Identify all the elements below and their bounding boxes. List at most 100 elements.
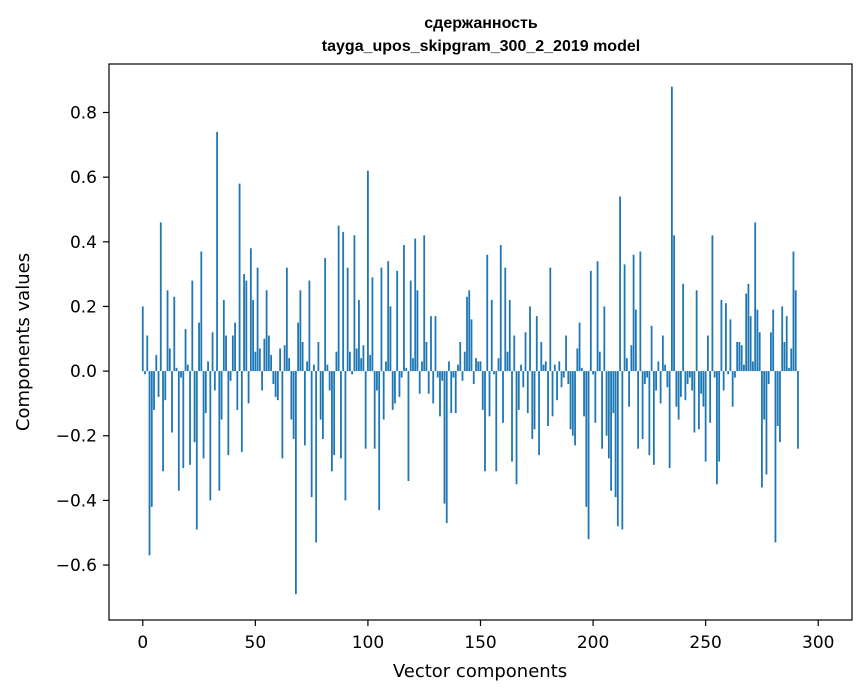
- bar: [502, 371, 504, 423]
- bar: [200, 251, 203, 372]
- bar: [344, 371, 347, 501]
- bar: [634, 309, 637, 372]
- bar: [288, 358, 291, 372]
- bar: [655, 371, 658, 391]
- bar: [443, 371, 446, 504]
- bar: [364, 371, 367, 449]
- bar: [698, 371, 700, 430]
- bar: [749, 316, 752, 372]
- x-tick-label: 250: [689, 633, 721, 653]
- bar: [207, 361, 209, 372]
- bar: [335, 351, 338, 372]
- bar: [754, 222, 757, 372]
- bar: [700, 371, 703, 394]
- bar: [274, 371, 277, 397]
- bar: [448, 361, 450, 372]
- bar: [540, 342, 543, 372]
- bar: [371, 277, 374, 372]
- bar: [180, 371, 182, 378]
- bar: [362, 345, 365, 372]
- bar: [193, 371, 196, 443]
- bar: [267, 335, 270, 372]
- x-axis: 0 50 100 150 200 250 300: [137, 620, 834, 653]
- bar: [583, 371, 585, 417]
- bar: [621, 371, 624, 530]
- bar: [682, 283, 685, 372]
- bar: [513, 335, 516, 372]
- chart-title: сдержанность: [424, 15, 538, 32]
- bar: [688, 371, 691, 378]
- bar: [360, 358, 363, 372]
- bar: [292, 371, 295, 439]
- bar: [650, 325, 653, 372]
- bar: [385, 361, 387, 372]
- bar: [306, 361, 309, 372]
- y-tick-label: 0.6: [70, 168, 97, 188]
- bar: [276, 371, 279, 401]
- bar: [610, 371, 612, 491]
- bar: [614, 371, 617, 498]
- bar: [234, 322, 236, 372]
- bar: [166, 290, 169, 372]
- bar: [159, 222, 162, 372]
- bar: [549, 267, 552, 372]
- bar: [779, 371, 781, 443]
- x-tick-label: 100: [352, 633, 384, 653]
- bar: [162, 371, 164, 472]
- bar: [414, 238, 417, 372]
- bar: [439, 371, 441, 417]
- bar: [164, 371, 167, 401]
- bar: [481, 371, 484, 410]
- bar: [416, 290, 419, 372]
- bar: [337, 225, 340, 372]
- bar: [603, 306, 606, 372]
- x-tick-label: 150: [464, 633, 496, 653]
- bar: [770, 332, 772, 372]
- bar: [506, 351, 509, 372]
- bar: [245, 280, 248, 372]
- bar: [542, 364, 545, 372]
- bar: [146, 335, 149, 372]
- bar: [504, 267, 507, 372]
- bar: [452, 371, 455, 378]
- bar: [209, 371, 212, 501]
- bar: [486, 254, 489, 372]
- bar: [601, 371, 603, 449]
- bar: [319, 371, 322, 420]
- y-tick-label: −0.2: [56, 427, 97, 447]
- bar: [677, 371, 680, 420]
- bar: [367, 170, 369, 372]
- bar: [171, 371, 173, 433]
- bar: [229, 371, 232, 381]
- bar: [571, 371, 574, 436]
- bar: [630, 345, 633, 372]
- bar: [184, 329, 187, 372]
- bar: [418, 371, 421, 394]
- bar: [466, 296, 468, 372]
- bar: [772, 309, 775, 372]
- bar: [218, 371, 221, 491]
- bar: [168, 348, 171, 372]
- bar: [594, 371, 597, 423]
- x-tick-label: 50: [245, 633, 267, 653]
- bar: [252, 299, 254, 372]
- bar: [574, 371, 576, 446]
- bar: [560, 371, 563, 388]
- bar: [740, 345, 743, 372]
- bar: [648, 371, 651, 456]
- bar: [247, 371, 250, 404]
- bar: [490, 299, 493, 372]
- bar: [240, 371, 243, 452]
- chart-subtitle: tayga_upos_skipgram_300_2_2019 model: [322, 38, 640, 55]
- bar: [155, 354, 158, 372]
- bar: [517, 371, 520, 410]
- bar: [576, 348, 579, 372]
- bar: [718, 371, 721, 462]
- bar: [578, 322, 581, 372]
- bar: [704, 371, 707, 462]
- bar: [283, 345, 286, 372]
- bar: [400, 371, 403, 378]
- bar: [781, 306, 784, 372]
- bar: [605, 371, 608, 436]
- bar: [297, 322, 300, 372]
